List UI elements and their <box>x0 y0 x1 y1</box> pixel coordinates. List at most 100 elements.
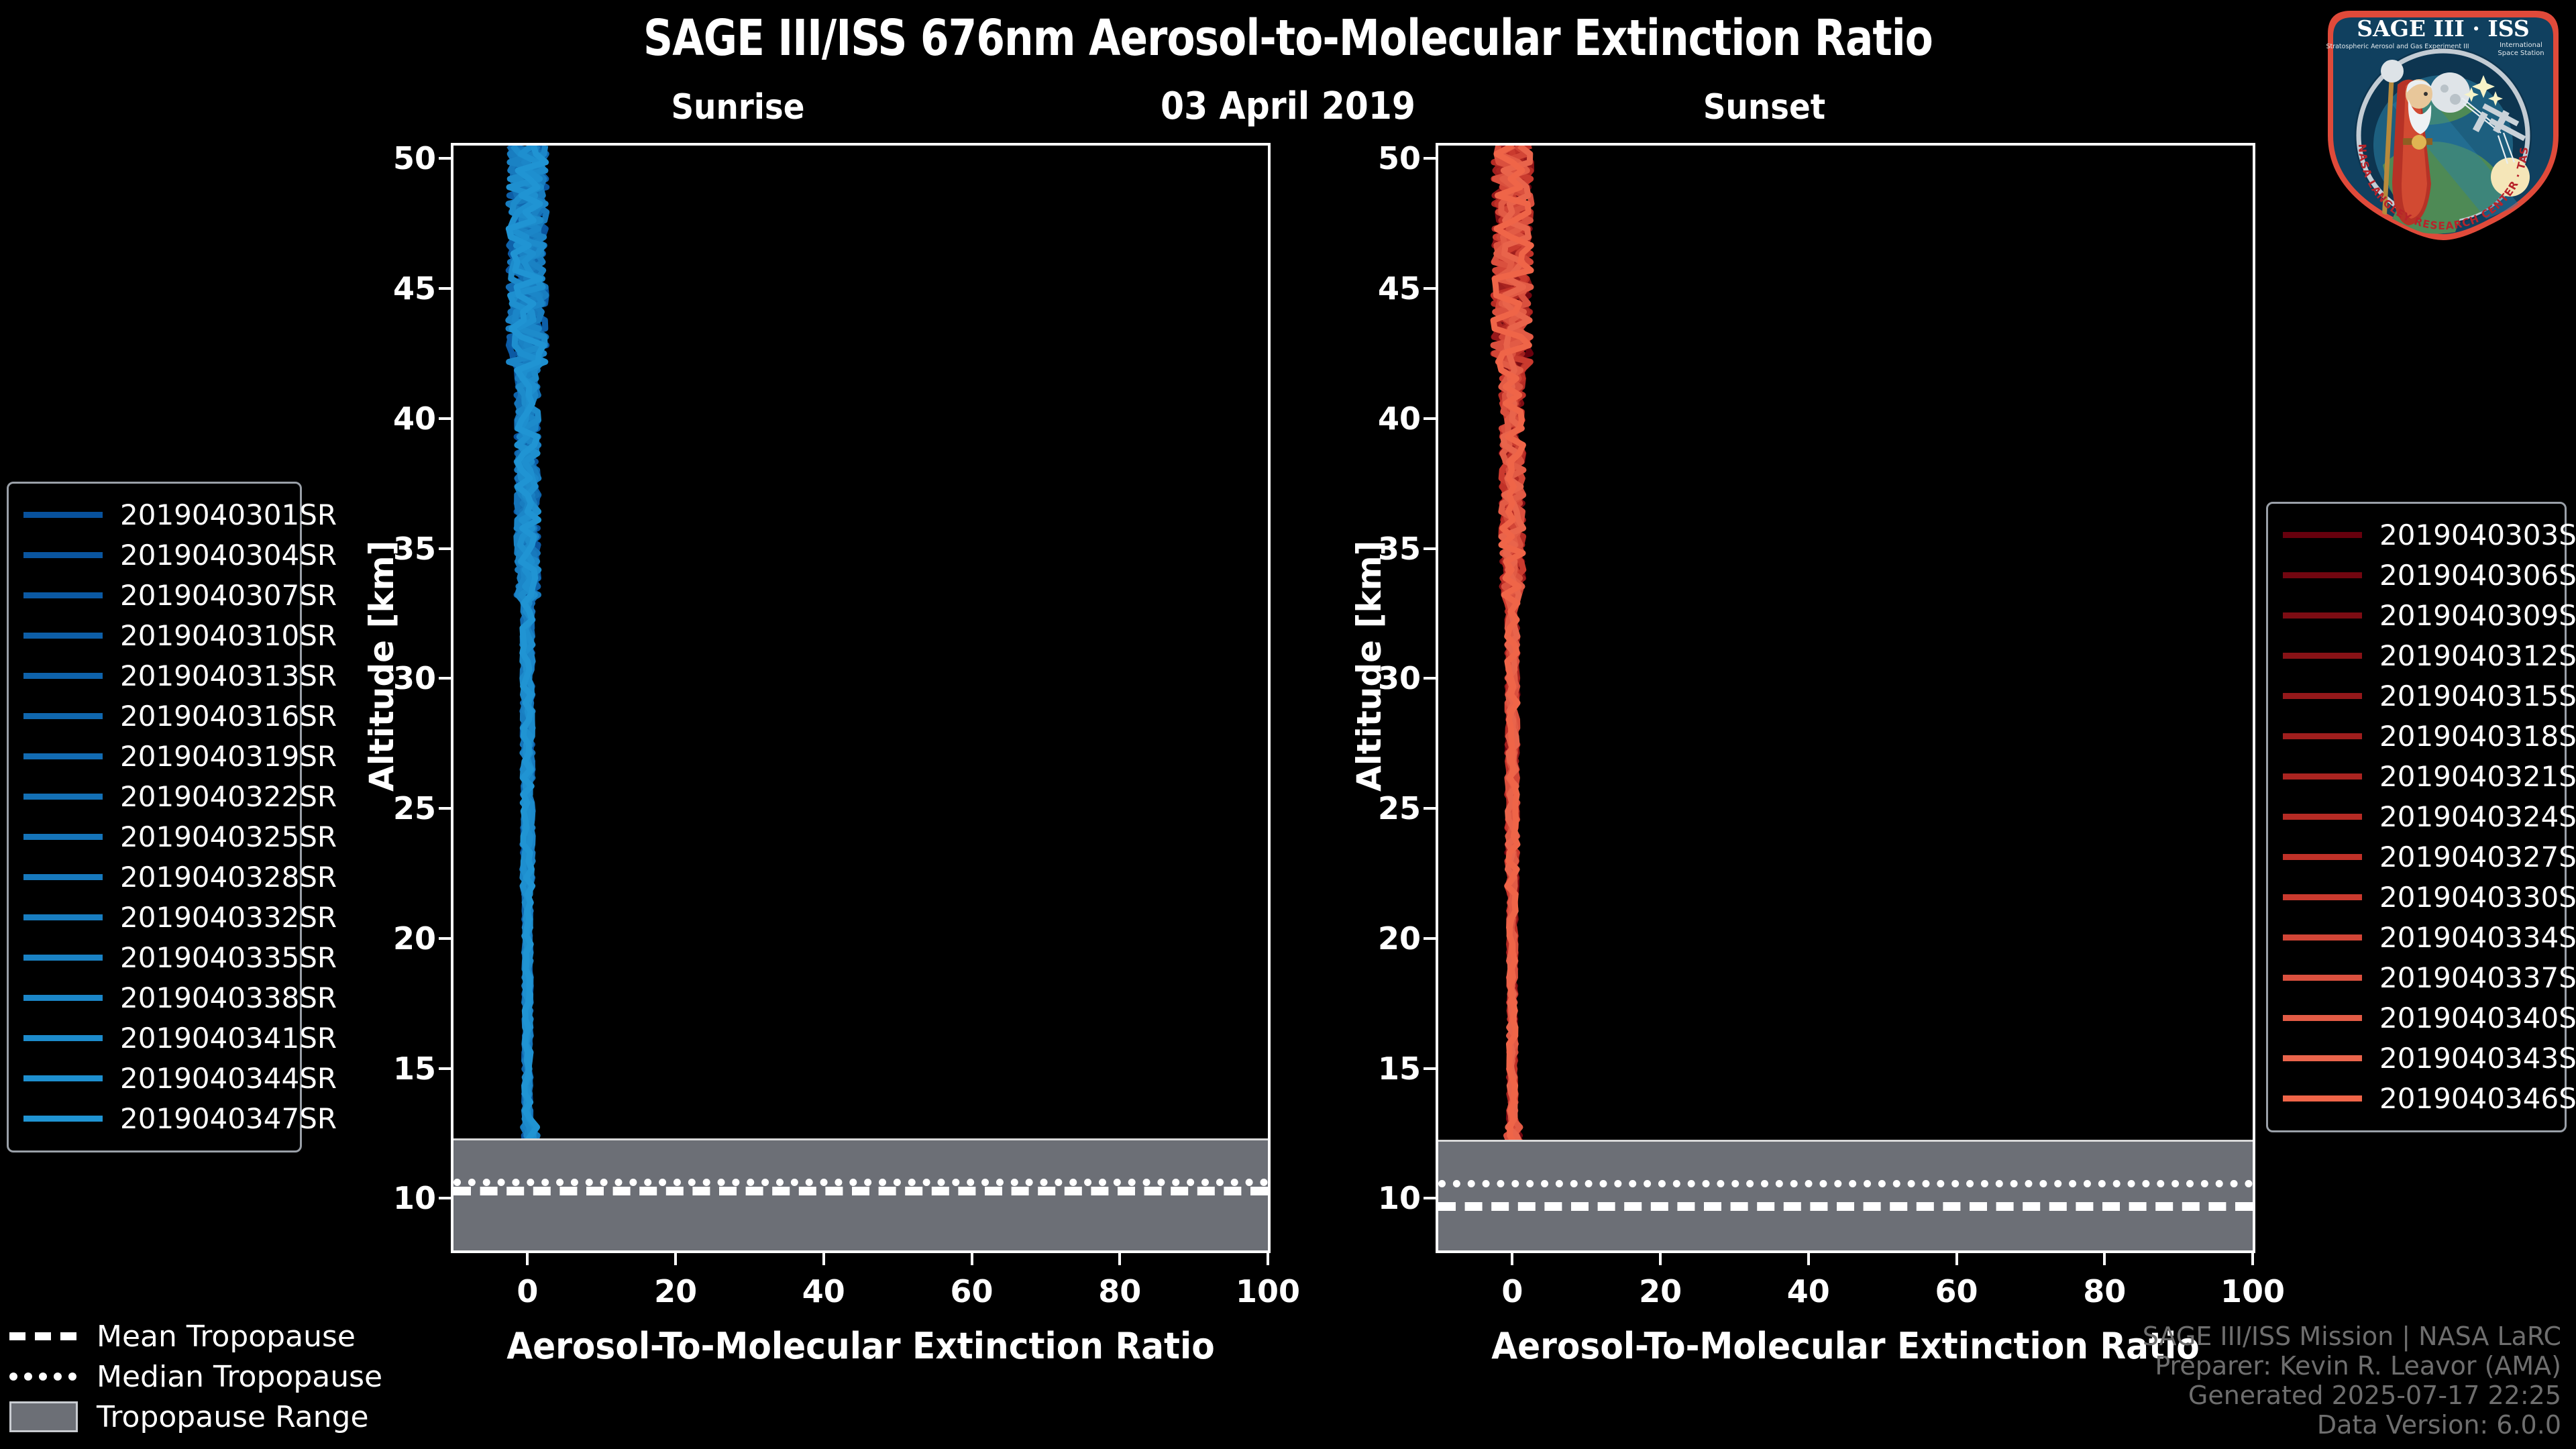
x-tick-label: 0 <box>1501 1273 1523 1309</box>
plot-area-sunset <box>1438 146 2253 1250</box>
legend-item-sunrise[interactable]: 2019040328SR <box>23 857 337 897</box>
profile-line <box>505 146 549 1245</box>
median-tropopause-line-sunrise <box>453 1179 1268 1187</box>
legend-color-swatch <box>2283 1055 2362 1061</box>
legend-item-label: 2019040304SR <box>120 538 337 572</box>
legend-item-sunrise[interactable]: 2019040307SR <box>23 575 337 615</box>
chart-panel-sunset: 10 15 20 25 30 35 40 45 50 0 20 40 60 80 100 <box>1378 140 2285 1309</box>
legend-item-sunrise[interactable]: 2019040347SR <box>23 1098 337 1138</box>
legend-item-sunset[interactable]: 2019040324SS <box>2283 796 2576 837</box>
legend-item-sunrise[interactable]: 2019040301SR <box>23 494 337 535</box>
y-tick-mark <box>1424 287 1438 290</box>
legend-color-swatch <box>2283 612 2362 619</box>
y-tick-mark <box>1424 1067 1438 1070</box>
legend-item-sunset[interactable]: 2019040334SS <box>2283 917 2576 957</box>
legend-item-sunrise[interactable]: 2019040319SR <box>23 736 337 776</box>
legend-color-swatch <box>23 672 103 679</box>
x-tick-mark <box>2251 1250 2254 1265</box>
credit-mission: SAGE III/ISS Mission | NASA LaRC <box>2142 1321 2561 1351</box>
legend-color-swatch <box>2283 572 2362 578</box>
legend-color-swatch <box>2283 1095 2362 1102</box>
tropopause-legend-item: Tropopause Range <box>9 1397 382 1437</box>
legend-item-sunset[interactable]: 2019040337SS <box>2283 957 2576 998</box>
mean-tropopause-line-sunset <box>1438 1202 2253 1212</box>
legend-item-label: 2019040316SR <box>120 699 337 733</box>
y-tick-label: 45 <box>1377 270 1421 307</box>
legend-item-label: 2019040321SS <box>2379 759 2576 793</box>
legend-item-sunrise[interactable]: 2019040310SR <box>23 615 337 655</box>
x-tick-mark <box>1659 1250 1662 1265</box>
y-tick-mark <box>439 157 453 160</box>
legend-item-sunrise[interactable]: 2019040344SR <box>23 1058 337 1098</box>
legend-item-sunset[interactable]: 2019040343SS <box>2283 1038 2576 1078</box>
legend-item-sunrise[interactable]: 2019040341SR <box>23 1018 337 1058</box>
legend-color-swatch <box>2283 813 2362 820</box>
legend-item-label: 2019040309SS <box>2379 598 2576 632</box>
legend-item-label: 2019040338SR <box>120 981 337 1014</box>
legend-item-sunset[interactable]: 2019040318SS <box>2283 716 2576 756</box>
legend-item-label: 2019040307SR <box>120 578 337 612</box>
legend-item-sunset[interactable]: 2019040340SS <box>2283 998 2576 1038</box>
legend-item-label: 2019040322SR <box>120 780 337 813</box>
legend-item-label: 2019040332SR <box>120 900 337 934</box>
y-tick-mark <box>1424 1197 1438 1200</box>
y-tick-mark <box>1424 936 1438 940</box>
legend-color-swatch <box>2283 934 2362 941</box>
legend-color-swatch <box>23 873 103 880</box>
tropopause-legend-label: Mean Tropopause <box>97 1319 356 1354</box>
y-tick-label: 30 <box>392 660 436 697</box>
y-tick-label: 25 <box>1377 790 1421 827</box>
legend-item-sunset[interactable]: 2019040312SS <box>2283 635 2576 676</box>
legend-item-label: 2019040325SR <box>120 820 337 853</box>
legend-sunset[interactable]: 2019040303SS 2019040306SS 2019040309SS 2019… <box>2266 502 2576 1132</box>
y-tick-mark <box>439 417 453 420</box>
y-tick-label: 20 <box>392 920 436 957</box>
tropopause-legend-label: Median Tropopause <box>97 1359 383 1394</box>
legend-color-swatch <box>23 511 103 518</box>
y-tick-mark <box>1424 807 1438 810</box>
legend-item-sunset[interactable]: 2019040306SS <box>2283 555 2576 595</box>
legend-item-sunrise[interactable]: 2019040338SR <box>23 977 337 1018</box>
legend-item-sunset[interactable]: 2019040315SS <box>2283 676 2576 716</box>
legend-item-sunrise[interactable]: 2019040316SR <box>23 696 337 736</box>
x-tick-label: 0 <box>517 1273 539 1309</box>
legend-item-sunrise[interactable]: 2019040335SR <box>23 937 337 977</box>
legend-item-label: 2019040334SS <box>2379 920 2576 954</box>
y-tick-label: 20 <box>1377 920 1421 957</box>
tropopause-legend-item: Median Tropopause <box>9 1356 382 1397</box>
y-tick-mark <box>1424 417 1438 420</box>
x-tick-mark <box>2103 1250 2106 1265</box>
legend-color-swatch <box>2283 974 2362 981</box>
legend-item-label: 2019040310SR <box>120 619 337 652</box>
legend-item-sunset[interactable]: 2019040309SS <box>2283 595 2576 635</box>
legend-item-sunrise[interactable]: 2019040322SR <box>23 776 337 816</box>
y-tick-label: 15 <box>392 1050 436 1087</box>
tropopause-legend: Mean Tropopause Median Tropopause Tropopau… <box>9 1316 382 1437</box>
legend-item-sunrise[interactable]: 2019040313SR <box>23 655 337 696</box>
legend-item-label: 2019040327SS <box>2379 840 2576 873</box>
legend-item-label: 2019040344SR <box>120 1061 337 1095</box>
x-tick-label: 100 <box>2220 1273 2286 1309</box>
legend-sunrise[interactable]: 2019040301SR 2019040304SR 2019040307SR 2019… <box>7 482 337 1152</box>
x-tick-label: 80 <box>2083 1273 2127 1309</box>
data-curves-sunrise <box>505 146 694 1247</box>
x-tick-mark <box>1511 1250 1514 1265</box>
legend-item-sunset[interactable]: 2019040346SS <box>2283 1078 2576 1118</box>
x-tick-label: 20 <box>654 1273 698 1309</box>
subtitle-date: 03 April 2019 <box>1161 85 1415 128</box>
legend-item-sunset[interactable]: 2019040321SS <box>2283 756 2576 796</box>
legend-item-sunset[interactable]: 2019040327SS <box>2283 837 2576 877</box>
median-tropopause-dot-icon <box>9 1367 80 1386</box>
legend-item-sunrise[interactable]: 2019040325SR <box>23 816 337 857</box>
legend-item-sunrise[interactable]: 2019040304SR <box>23 535 337 575</box>
legend-item-sunset[interactable]: 2019040303SS <box>2283 515 2576 555</box>
legend-color-swatch <box>23 753 103 759</box>
page-title: SAGE III/ISS 676nm Aerosol-to-Molecular … <box>643 9 1933 67</box>
legend-item-sunset[interactable]: 2019040330SS <box>2283 877 2576 917</box>
plot-area-sunrise <box>453 146 1268 1250</box>
legend-item-sunrise[interactable]: 2019040332SR <box>23 897 337 937</box>
legend-item-label: 2019040328SR <box>120 860 337 894</box>
legend-color-swatch <box>23 994 103 1001</box>
patch-subtitle-right-1: International <box>2500 42 2542 49</box>
y-tick-label: 35 <box>392 530 436 567</box>
